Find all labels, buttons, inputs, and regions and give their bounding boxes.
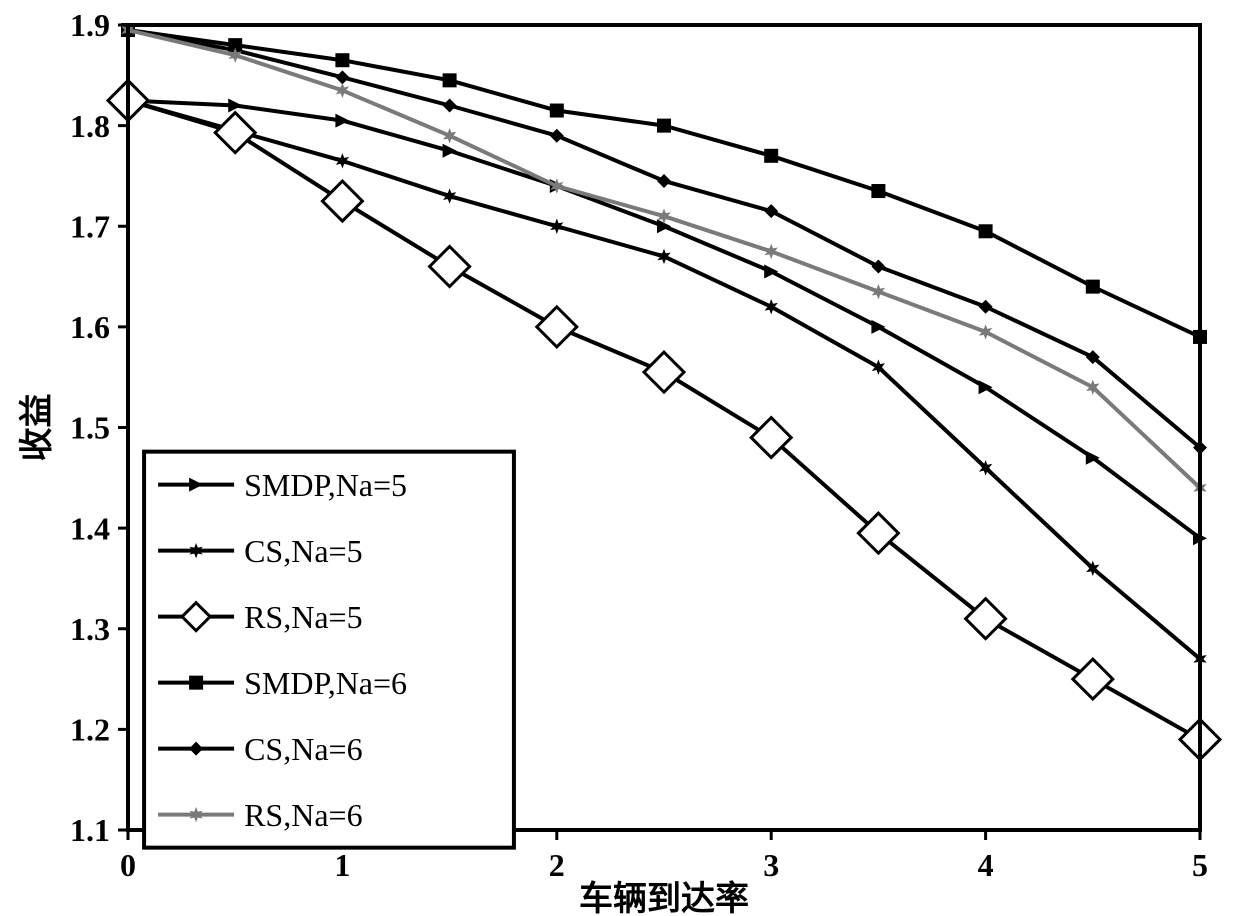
legend-item-label: CS,Na=5	[244, 533, 363, 569]
legend-item-label: RS,Na=6	[244, 797, 363, 833]
legend-item-label: RS,Na=5	[244, 599, 363, 635]
legend-item-label: CS,Na=6	[244, 731, 363, 767]
y-tick-label: 1.1	[70, 812, 110, 848]
x-tick-label: 0	[120, 847, 136, 883]
chart-svg: 0 1 2 3 4 5 1.1 1.2 1.3 1.4 1.5 1.6 1.7 1.8 1.9 车辆到达率 收益…	[0, 0, 1240, 916]
y-tick-label: 1.8	[70, 108, 110, 144]
x-tick-label: 5	[1192, 847, 1208, 883]
legend-item-label: SMDP,Na=5	[244, 467, 407, 503]
x-tick-label: 4	[978, 847, 994, 883]
y-tick-label: 1.5	[70, 410, 110, 446]
y-tick-label: 1.4	[70, 510, 110, 546]
y-tick-label: 1.9	[70, 7, 110, 43]
y-tick-label: 1.3	[70, 611, 110, 647]
x-tick-label: 3	[763, 847, 779, 883]
x-tick-label: 1	[334, 847, 350, 883]
y-axis-title: 收益	[18, 394, 56, 462]
y-tick-label: 1.7	[70, 208, 110, 244]
chart-container: 0 1 2 3 4 5 1.1 1.2 1.3 1.4 1.5 1.6 1.7 1.8 1.9 车辆到达率 收益…	[0, 0, 1240, 916]
x-axis-title: 车辆到达率	[579, 880, 749, 916]
legend: SMDP,Na=5 CS,Na=5 RS,Na=5 SMDP,Na=6 CS,Na=6 R…	[144, 452, 514, 848]
x-tick-label: 2	[549, 847, 565, 883]
y-tick-label: 1.6	[70, 309, 110, 345]
legend-item-label: SMDP,Na=6	[244, 665, 407, 701]
y-tick-label: 1.2	[70, 712, 110, 748]
